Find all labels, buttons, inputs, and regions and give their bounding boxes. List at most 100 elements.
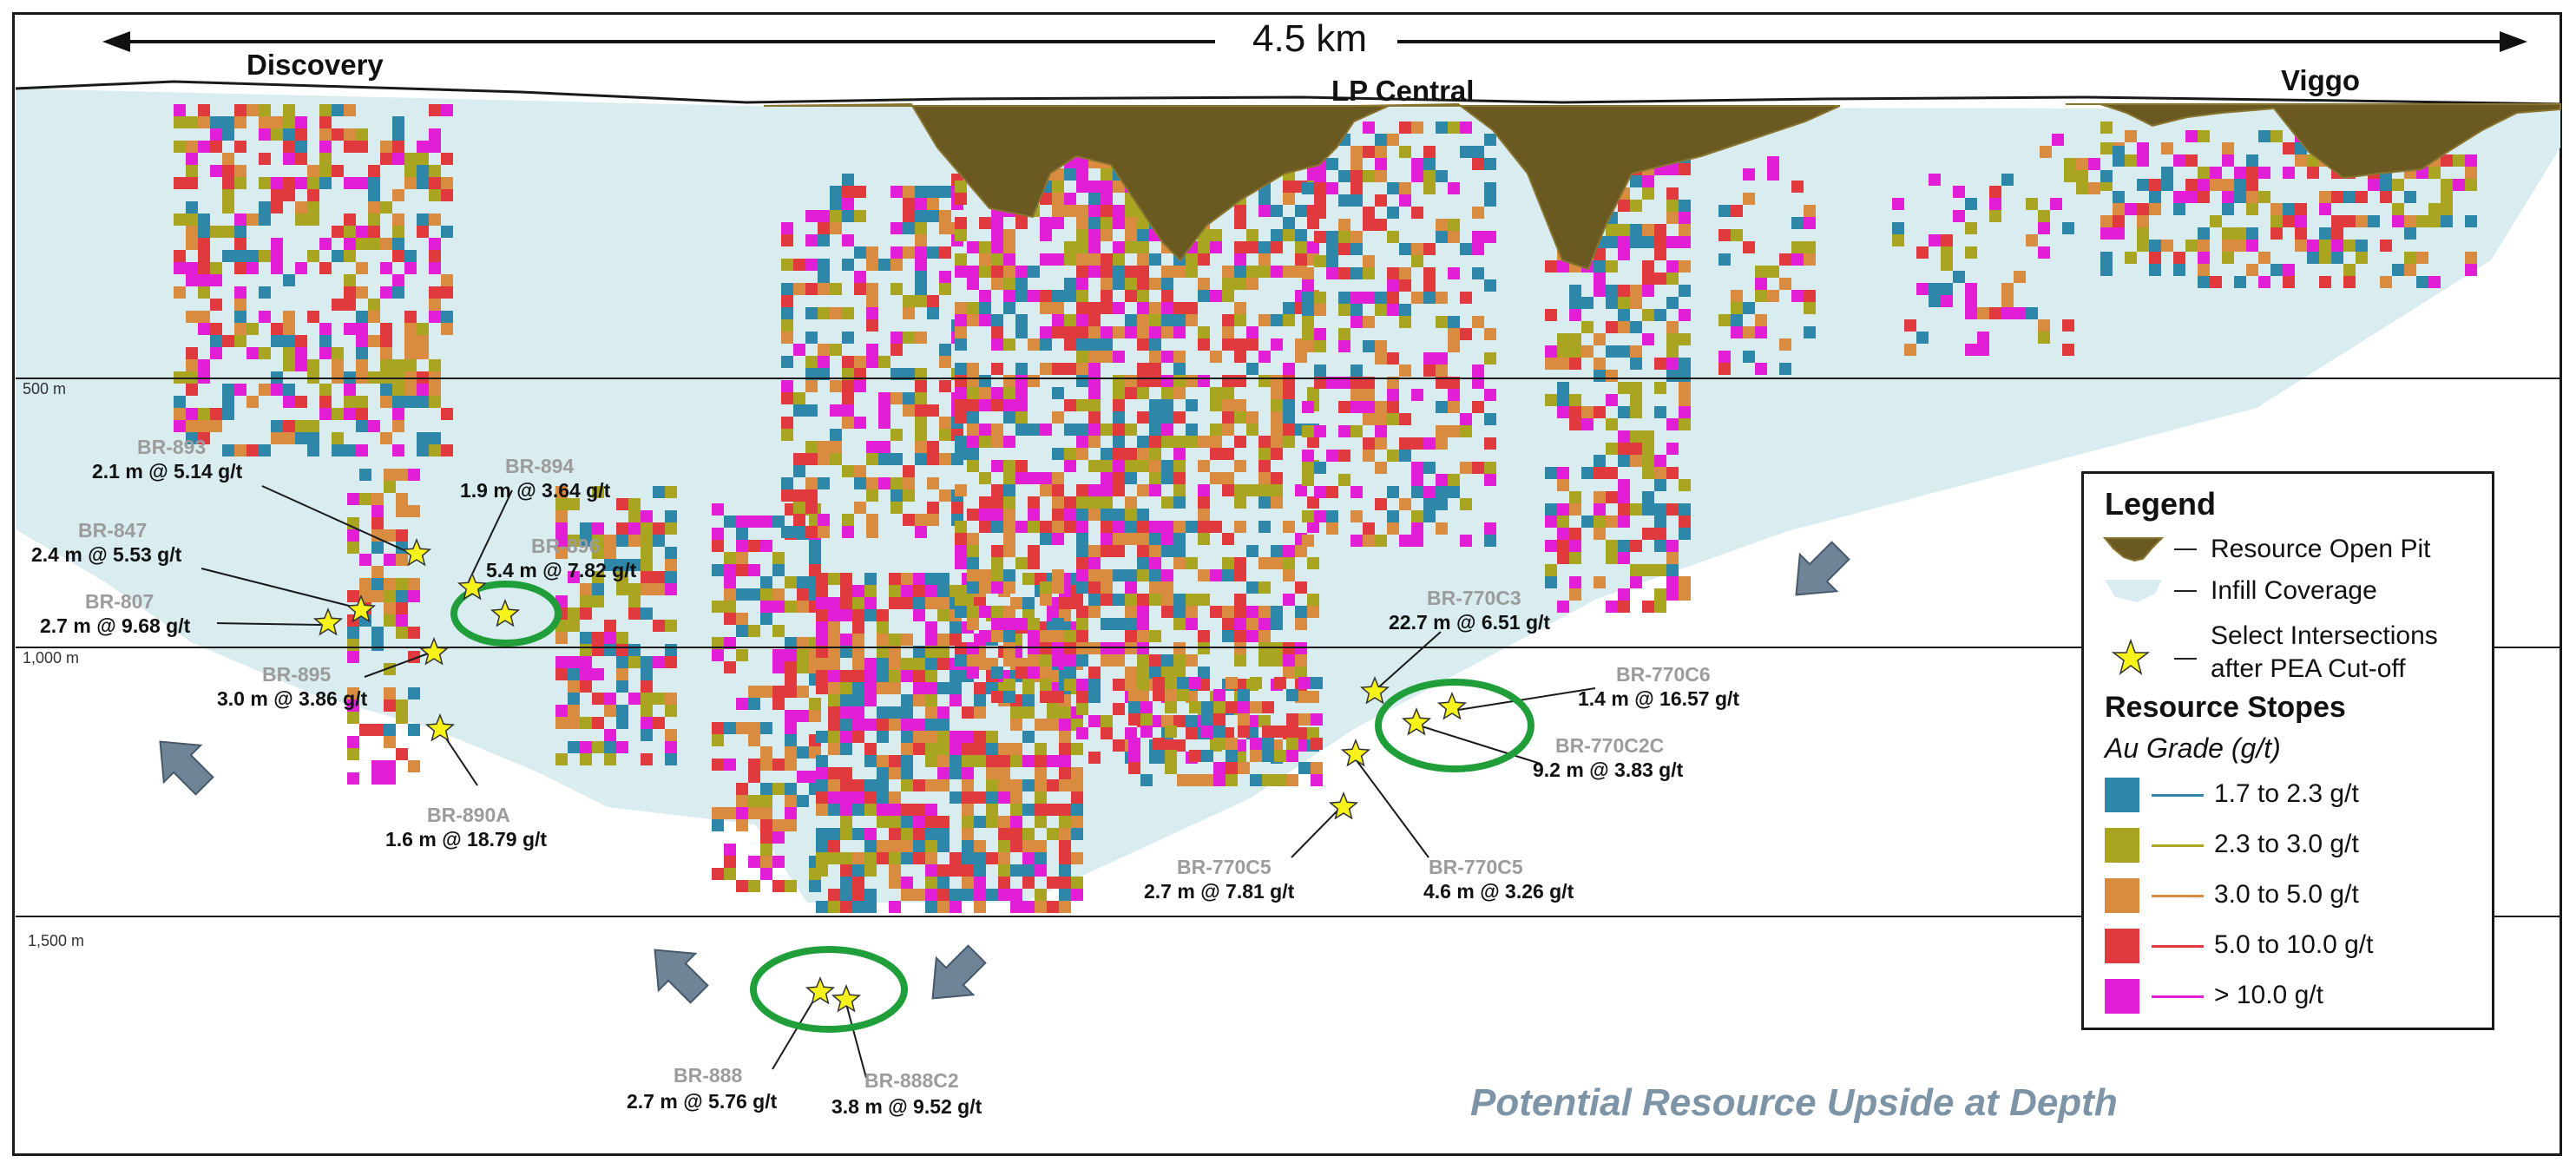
stope-block bbox=[1989, 198, 2001, 210]
stope-block bbox=[962, 706, 974, 719]
stope-block bbox=[1295, 618, 1307, 630]
stope-block bbox=[1186, 521, 1198, 533]
stope-block bbox=[1071, 791, 1083, 804]
stope-block bbox=[1113, 387, 1125, 399]
hole-label-br770c2c: BR-770C2C bbox=[1555, 734, 1665, 757]
stope-block bbox=[991, 667, 1003, 679]
stope-block bbox=[246, 444, 259, 456]
stope-block bbox=[1198, 338, 1210, 351]
stope-block bbox=[864, 791, 877, 804]
stope-block bbox=[283, 347, 295, 359]
stope-block bbox=[852, 864, 864, 877]
stope-block bbox=[1210, 387, 1222, 399]
stope-block bbox=[2198, 130, 2210, 142]
topography-line bbox=[15, 80, 2561, 106]
stope-block bbox=[2356, 215, 2368, 227]
stope-block bbox=[1198, 496, 1210, 509]
stope-block bbox=[1059, 816, 1071, 828]
stope-block bbox=[1411, 486, 1423, 498]
stope-block bbox=[1314, 377, 1326, 389]
stope-block bbox=[1076, 181, 1088, 193]
stope-block bbox=[1246, 338, 1258, 351]
stope-block bbox=[1149, 594, 1161, 606]
stope-block bbox=[1581, 345, 1594, 358]
stope-block bbox=[604, 741, 616, 753]
stope-block bbox=[1283, 569, 1295, 581]
stope-block bbox=[186, 347, 198, 359]
stope-block bbox=[347, 627, 359, 639]
stope-block bbox=[1047, 755, 1059, 767]
stope-block bbox=[384, 736, 396, 748]
stope-block bbox=[1071, 877, 1083, 889]
stope-block bbox=[2319, 252, 2331, 264]
stope-block bbox=[1350, 316, 1363, 328]
stope-block bbox=[955, 533, 967, 545]
stope-block bbox=[760, 516, 772, 528]
stope-block bbox=[925, 585, 937, 597]
stope-block bbox=[1302, 425, 1314, 437]
stope-block bbox=[1140, 701, 1153, 713]
stope-block bbox=[748, 734, 760, 746]
stope-block bbox=[927, 307, 939, 319]
stope-block bbox=[1804, 205, 1816, 217]
stope-block bbox=[1387, 522, 1399, 535]
stope-block bbox=[1423, 498, 1436, 510]
stope-block bbox=[986, 804, 998, 816]
stope-block bbox=[2038, 332, 2050, 344]
stope-block bbox=[2198, 191, 2210, 203]
stope-block bbox=[1283, 545, 1295, 557]
stope-block bbox=[1283, 399, 1295, 411]
open-pit-lp-central bbox=[1353, 102, 1841, 271]
stope-block bbox=[1472, 364, 1484, 377]
stope-block bbox=[793, 502, 805, 514]
stope-block bbox=[1010, 743, 1022, 755]
stope-block bbox=[1965, 222, 1977, 234]
stope-block bbox=[1618, 540, 1630, 552]
stope-block bbox=[1076, 703, 1088, 715]
stope-block bbox=[760, 722, 772, 734]
stope-block bbox=[736, 625, 748, 637]
stope-block bbox=[854, 368, 866, 380]
stope-block bbox=[852, 889, 864, 901]
upside-caption: Potential Resource Upside at Depth bbox=[1470, 1081, 2118, 1124]
stope-block bbox=[1258, 715, 1271, 727]
stope-block bbox=[1375, 170, 1387, 182]
stope-block bbox=[1618, 601, 1630, 613]
stope-block bbox=[2428, 276, 2441, 288]
stope-block bbox=[2283, 264, 2295, 276]
stope-block bbox=[1326, 182, 1338, 194]
stope-block bbox=[1755, 278, 1767, 290]
stope-block bbox=[1059, 864, 1071, 877]
stope-block bbox=[1161, 667, 1173, 679]
stope-block bbox=[828, 840, 840, 852]
stope-block bbox=[417, 213, 429, 226]
stope-block bbox=[809, 552, 821, 564]
stope-block bbox=[1286, 689, 1298, 701]
stope-block bbox=[1173, 472, 1186, 484]
stope-block bbox=[1606, 260, 1618, 273]
stope-block bbox=[1028, 290, 1040, 302]
stope-block bbox=[429, 384, 441, 396]
stope-block bbox=[392, 153, 404, 165]
stope-block bbox=[878, 404, 890, 417]
stope-block bbox=[1052, 654, 1064, 667]
stope-block bbox=[371, 760, 384, 772]
stope-block bbox=[1283, 363, 1295, 375]
stope-block bbox=[1088, 606, 1101, 618]
stope-block bbox=[307, 444, 319, 456]
stope-block bbox=[998, 767, 1010, 779]
stope-block bbox=[1606, 224, 1618, 236]
stope-block bbox=[1076, 168, 1088, 181]
stope-block bbox=[417, 335, 429, 347]
stope-block bbox=[1101, 472, 1113, 484]
stope-block bbox=[1238, 726, 1250, 738]
stope-block bbox=[1028, 618, 1040, 630]
stope-block bbox=[979, 630, 991, 642]
stope-block bbox=[818, 356, 830, 368]
stope-block bbox=[1642, 309, 1654, 321]
stope-block bbox=[842, 234, 854, 246]
stope-block bbox=[1666, 564, 1679, 576]
stope-block bbox=[234, 238, 246, 250]
highlight-ellipse-br888 bbox=[750, 946, 908, 1033]
stope-block bbox=[967, 533, 979, 545]
